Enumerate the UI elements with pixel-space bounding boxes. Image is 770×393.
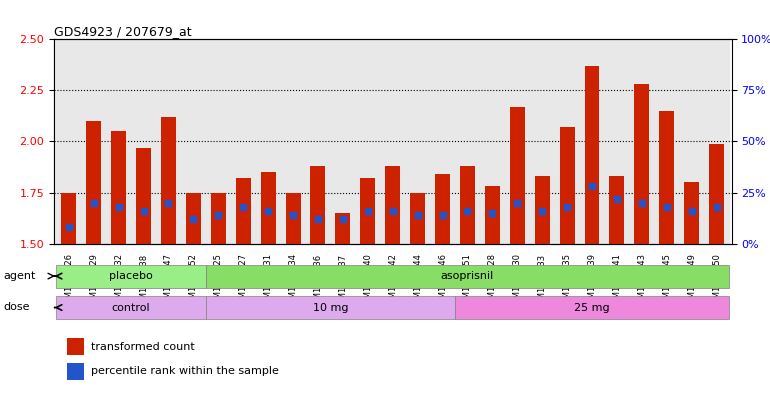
Bar	[480, 39, 505, 244]
Text: 25 mg: 25 mg	[574, 303, 610, 312]
Bar	[330, 39, 355, 244]
Bar	[181, 39, 206, 244]
Bar	[410, 193, 425, 244]
Bar	[455, 39, 480, 244]
Bar	[580, 39, 604, 244]
Bar	[385, 166, 400, 244]
Bar	[236, 178, 251, 244]
Bar	[659, 111, 675, 244]
Bar	[136, 148, 151, 244]
Bar	[336, 213, 350, 244]
Bar	[554, 39, 580, 244]
Bar	[82, 39, 106, 244]
Bar	[261, 172, 276, 244]
Bar	[430, 39, 455, 244]
Bar	[68, 338, 85, 355]
Bar	[560, 127, 574, 244]
Bar	[435, 174, 450, 244]
Text: control: control	[112, 303, 150, 312]
Bar	[306, 39, 330, 244]
Bar	[634, 84, 649, 244]
Bar	[460, 166, 475, 244]
Text: asoprisnil: asoprisnil	[440, 271, 494, 281]
Bar	[86, 121, 101, 244]
Bar	[685, 182, 699, 244]
Bar	[286, 193, 300, 244]
Bar	[131, 39, 156, 244]
FancyBboxPatch shape	[206, 296, 455, 319]
Bar	[609, 176, 624, 244]
Bar	[629, 39, 654, 244]
Bar	[186, 193, 201, 244]
Bar	[106, 39, 131, 244]
Bar	[355, 39, 380, 244]
Bar	[510, 107, 524, 244]
Bar	[206, 39, 231, 244]
Bar	[56, 39, 82, 244]
Bar	[584, 66, 600, 244]
Text: transformed count: transformed count	[91, 342, 195, 352]
Bar	[405, 39, 430, 244]
Bar	[360, 178, 375, 244]
FancyBboxPatch shape	[206, 264, 729, 288]
Bar	[111, 131, 126, 244]
Bar	[704, 39, 729, 244]
FancyBboxPatch shape	[56, 296, 206, 319]
Text: agent: agent	[4, 271, 36, 281]
Bar	[211, 193, 226, 244]
Bar	[380, 39, 405, 244]
Bar	[310, 166, 326, 244]
Bar	[485, 186, 500, 244]
Bar	[256, 39, 280, 244]
Bar	[654, 39, 679, 244]
Text: GDS4923 / 207679_at: GDS4923 / 207679_at	[54, 25, 192, 38]
Bar	[530, 39, 554, 244]
Text: 10 mg: 10 mg	[313, 303, 348, 312]
Text: dose: dose	[4, 302, 30, 312]
Bar	[679, 39, 704, 244]
Bar	[231, 39, 256, 244]
Bar	[604, 39, 629, 244]
Text: placebo: placebo	[109, 271, 153, 281]
FancyBboxPatch shape	[56, 264, 206, 288]
Bar	[280, 39, 306, 244]
Bar	[161, 117, 176, 244]
Bar	[709, 143, 724, 244]
FancyBboxPatch shape	[455, 296, 729, 319]
Bar	[68, 363, 85, 380]
Bar	[62, 193, 76, 244]
Bar	[534, 176, 550, 244]
Bar	[156, 39, 181, 244]
Text: percentile rank within the sample: percentile rank within the sample	[91, 366, 279, 376]
Bar	[505, 39, 530, 244]
